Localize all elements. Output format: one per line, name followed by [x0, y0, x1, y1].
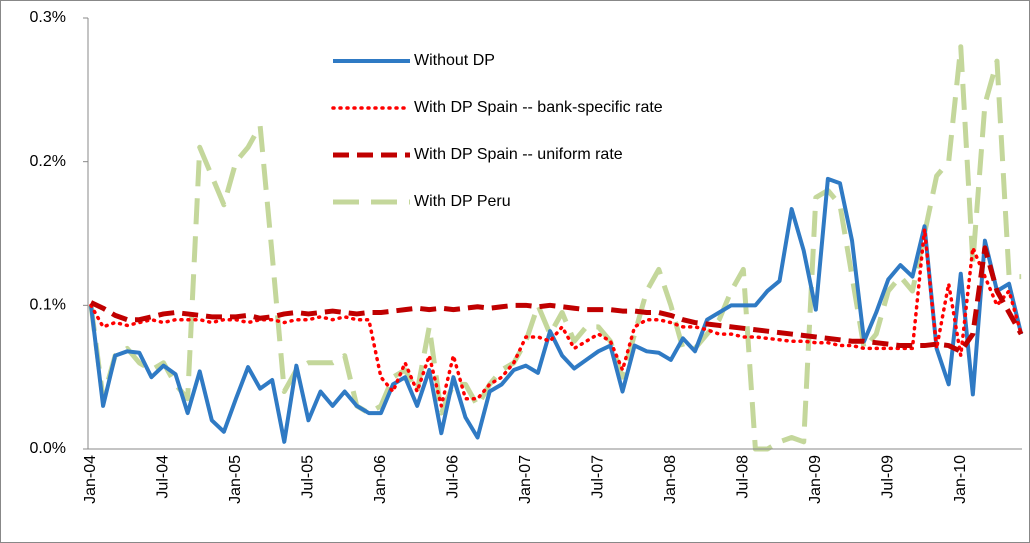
x-tick-label: Jul-07	[590, 455, 607, 499]
x-tick-label: Jul-05	[300, 455, 317, 499]
y-tick-label: 0.3%	[30, 9, 66, 26]
x-tick-label: Jan-07	[517, 455, 534, 504]
x-tick-label: Jul-09	[879, 455, 896, 499]
x-tick-label: Jan-09	[807, 455, 824, 504]
x-tick-label: Jan-05	[227, 455, 244, 504]
y-tick-label: 0.1%	[30, 297, 66, 314]
legend-label: With DP Peru	[414, 193, 511, 210]
x-tick-label: Jul-06	[445, 455, 462, 499]
series-line	[89, 227, 1023, 408]
x-tick-label: Jul-04	[155, 455, 172, 499]
y-tick-label: 0.0%	[30, 440, 66, 457]
x-tick-label: Jul-08	[735, 455, 752, 499]
x-tick-label: Jan-10	[952, 455, 969, 504]
x-tick-label: Jan-04	[82, 455, 99, 504]
y-tick-label: 0.2%	[30, 153, 66, 170]
series-line	[88, 44, 1022, 452]
series-line	[89, 176, 1024, 444]
legend-label: Without DP	[414, 52, 495, 69]
x-tick-label: Jan-08	[662, 455, 679, 504]
legend-label: With DP Spain -- uniform rate	[414, 146, 623, 163]
x-tick-label: Jan-06	[372, 455, 389, 504]
legend-label: With DP Spain -- bank-specific rate	[414, 99, 663, 116]
